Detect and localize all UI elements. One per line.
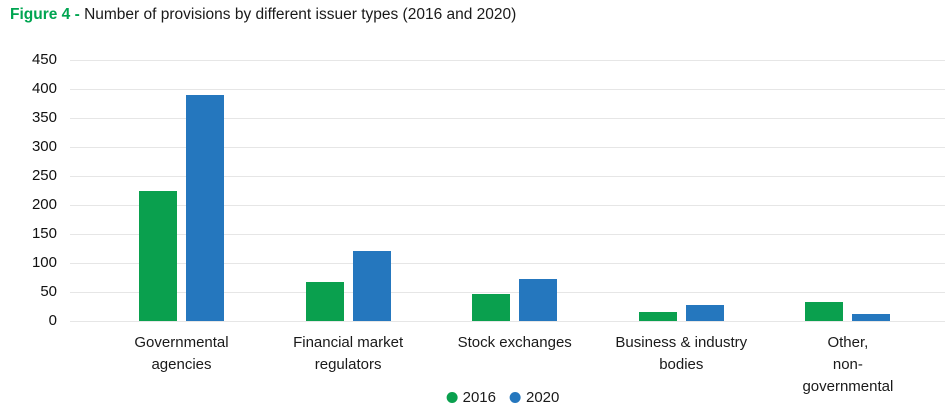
figure-title-text: Number of provisions by different issuer… <box>84 6 517 23</box>
bar-2016-category-2 <box>472 293 511 321</box>
legend-item-2020: 2020 <box>510 389 559 406</box>
gridline-y-400 <box>70 89 945 90</box>
figure-title: Figure 4 - Number of provisions by diffe… <box>10 6 516 24</box>
bar-2016-category-0 <box>139 190 177 321</box>
bar-2016-category-4 <box>805 302 844 321</box>
bar-2020-category-3 <box>685 305 724 321</box>
y-axis-tick-label: 250 <box>31 167 57 184</box>
y-axis-tick-label: 50 <box>40 283 57 300</box>
gridline-y-300 <box>70 147 945 148</box>
y-axis-tick-label: 350 <box>31 109 57 126</box>
legend: 2016 2020 <box>446 389 559 406</box>
figure-label: Figure 4 - <box>10 6 85 23</box>
legend-marker-2016-circle-icon <box>446 392 458 403</box>
bar-2020-category-1 <box>352 251 391 321</box>
y-axis-tick-label: 300 <box>31 138 57 155</box>
bar-2020-category-0 <box>186 94 224 321</box>
x-axis-category-label: Governmental agencies <box>134 334 229 373</box>
legend-marker-2020-circle-icon <box>510 392 521 403</box>
gridline-y-450 <box>70 60 945 61</box>
gridline-y-100 <box>70 263 945 264</box>
gridline-y-150 <box>70 234 945 235</box>
y-axis-tick-label: 400 <box>31 80 57 97</box>
y-axis-tick-label: 0 <box>48 312 57 329</box>
bar-2020-category-2 <box>519 278 558 321</box>
x-axis-category-label: Stock exchanges <box>457 334 572 351</box>
gridline-y-250 <box>70 176 945 177</box>
legend-item-2016: 2016 <box>446 389 496 406</box>
bar-2016-category-3 <box>638 311 677 321</box>
x-axis-category-label: Financial market regulators <box>293 334 404 373</box>
gridline-y-0 <box>70 321 945 322</box>
y-axis-tick-label: 450 <box>31 51 57 68</box>
gridline-y-50 <box>70 292 945 293</box>
gridline-y-200 <box>70 205 945 206</box>
legend-label-2016: 2016 <box>462 389 496 406</box>
bar-2020-category-4 <box>852 314 891 321</box>
gridline-y-350 <box>70 118 945 119</box>
x-axis-category-label: Business & industry bodies <box>615 334 748 373</box>
x-axis-category-label: Other, non-governmental <box>802 334 894 395</box>
y-axis-tick-label: 200 <box>31 196 57 213</box>
bar-2016-category-1 <box>305 281 344 321</box>
y-axis-tick-label: 100 <box>31 254 57 271</box>
y-axis-tick-label: 150 <box>31 225 57 242</box>
legend-label-2020: 2020 <box>526 389 560 406</box>
